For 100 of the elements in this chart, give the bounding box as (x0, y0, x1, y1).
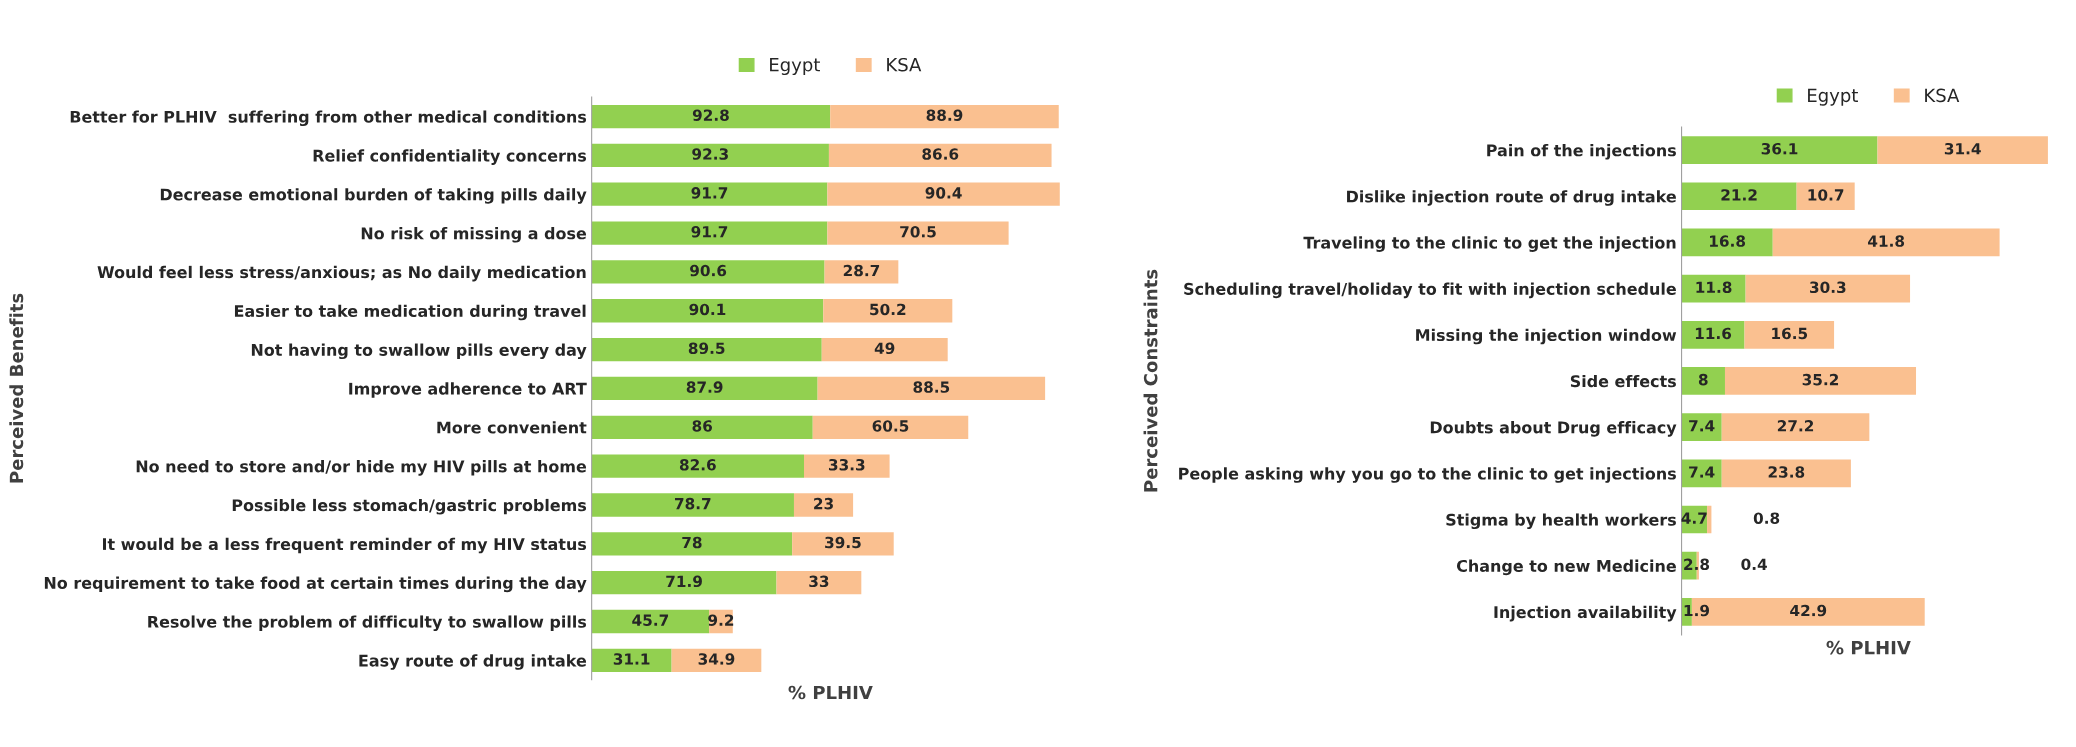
bar (591, 182, 828, 206)
bar (1721, 413, 1870, 441)
y-tick-label: No risk of missing a dose (361, 227, 587, 243)
data-label: 35.2 (1802, 373, 1839, 386)
data-label: 49 (874, 342, 895, 355)
data-label: 70.5 (900, 225, 936, 238)
y-axis-title: Perceived Benefits (9, 293, 24, 483)
bar (591, 609, 710, 634)
bar (1877, 136, 2048, 164)
data-label: 11.6 (1695, 327, 1732, 340)
y-tick-label: Relief confidentiality concerns (313, 149, 587, 165)
y-tick-label: Injection availability (1494, 605, 1677, 622)
bar (591, 454, 804, 478)
bar (823, 299, 953, 323)
data-label: 30.3 (1810, 281, 1846, 294)
data-label: 92.8 (692, 109, 729, 121)
data-label: 42.9 (1790, 604, 1827, 617)
legend-label: KSA (1925, 88, 1960, 103)
bar (591, 376, 818, 401)
y-tick-label: Easier to take medication during travel (234, 304, 586, 321)
data-label: 8 (1698, 373, 1708, 386)
bar (812, 415, 969, 439)
y-tick-label: Would feel less stress/anxious; as No daily medication (97, 265, 586, 282)
data-label: 90.6 (690, 264, 727, 277)
data-label: 60.5 (872, 420, 909, 432)
data-label: 33 (809, 575, 829, 588)
y-tick-label: Possible less stomach/gastric problems (232, 498, 587, 515)
bar (830, 104, 1059, 129)
data-label: 31.4 (1944, 142, 1981, 155)
data-label: 86.6 (922, 148, 959, 160)
data-label: 71.9 (666, 575, 702, 588)
data-label: 90.1 (689, 303, 726, 316)
data-label: 27.2 (1777, 420, 1814, 432)
bar (591, 337, 822, 362)
y-axis-title: Perceived Constraints (1143, 269, 1158, 492)
bar (817, 376, 1046, 401)
y-tick-label: Stigma by health workers (1446, 513, 1676, 530)
bar (804, 454, 890, 478)
bar (591, 415, 813, 439)
data-label: 90.4 (925, 187, 962, 199)
data-label: 45.7 (632, 614, 669, 626)
bar (827, 221, 1009, 245)
bar (1681, 413, 1722, 441)
bar (1707, 505, 1712, 534)
y-tick-label: Decrease emotional burden of taking pills daily (160, 188, 587, 204)
bar (792, 532, 894, 556)
bar (591, 104, 831, 129)
legend-label: Egypt (770, 58, 820, 76)
bar (591, 493, 794, 517)
data-label: 78 (682, 536, 702, 549)
data-label: 1.9 (1684, 604, 1710, 617)
bar (591, 221, 828, 245)
y-tick-label: Resolve the problem of difficulty to swallow pills (148, 615, 587, 632)
bar (1681, 182, 1797, 211)
data-label: 50.2 (870, 303, 906, 316)
bar (1796, 182, 1855, 211)
bar (1681, 228, 1773, 257)
bar (1681, 136, 1878, 164)
y-tick-label: Side effects (1570, 374, 1676, 388)
y-tick-label: Scheduling travel/holiday to fit with injection schedule (1184, 282, 1676, 299)
data-label: 91.7 (691, 187, 728, 199)
bar (1772, 228, 2000, 257)
y-tick-label: Easy route of drug intake (359, 654, 587, 670)
data-label: 16.5 (1772, 327, 1808, 340)
data-label: 41.8 (1868, 235, 1905, 247)
y-tick-label: More convenient (437, 421, 587, 434)
data-label: 92.3 (692, 148, 728, 160)
y-tick-label: Missing the injection window (1416, 328, 1677, 345)
data-label: 91.7 (691, 225, 728, 238)
bar (1745, 274, 1911, 303)
legend-label: Egypt (1808, 88, 1858, 106)
y-tick-label: Better for PLHIV suffering from other medical conditions (70, 110, 587, 127)
bar (1724, 367, 1917, 395)
data-label: 21.2 (1721, 189, 1757, 201)
y-tick-label: Traveling to the clinic to get the injection (1303, 236, 1676, 252)
data-label: 88.9 (926, 109, 963, 121)
data-label: 87.9 (686, 381, 723, 393)
data-label: 7.4 (1689, 420, 1715, 432)
bar (828, 143, 1052, 168)
bar (591, 648, 672, 672)
data-label: 23.8 (1768, 466, 1805, 478)
y-tick-label: No requirement to take food at certain times during the day (44, 576, 587, 593)
bar (591, 260, 825, 284)
bar (1681, 367, 1725, 395)
x-axis-title: % PLHIV (788, 685, 873, 700)
data-label: 23 (814, 497, 833, 510)
data-label: 39.5 (825, 536, 861, 549)
data-label: 36.1 (1761, 142, 1798, 155)
y-tick-label: Improve adherence to ART (349, 382, 587, 398)
y-tick-label: Change to new Medicine (1456, 559, 1676, 576)
y-tick-label: Doubts about Drug efficacy (1430, 421, 1677, 437)
x-axis-title: % PLHIV (1826, 640, 1911, 655)
data-label: 9.2 (708, 614, 734, 626)
data-label: 28.7 (843, 264, 880, 277)
data-label: 0.8 (1753, 512, 1780, 524)
data-label: 86 (692, 420, 713, 432)
data-label: 33.3 (828, 459, 865, 471)
bar (824, 260, 899, 284)
data-label: 78.7 (674, 497, 711, 510)
data-label: 82.6 (679, 459, 716, 471)
